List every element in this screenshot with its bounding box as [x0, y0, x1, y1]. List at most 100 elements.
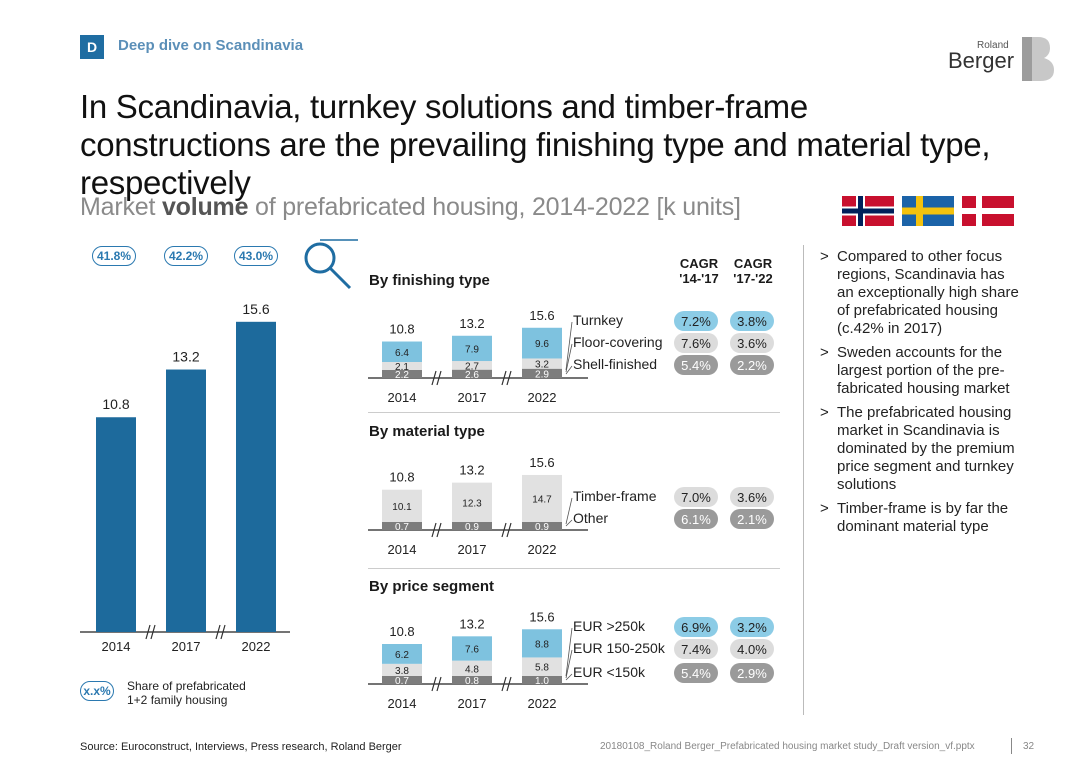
share-pill: 42.2%: [164, 246, 208, 266]
cagr-pill: [674, 617, 718, 637]
cagr-pill: [730, 355, 774, 375]
cagr-value: 2.9%: [737, 666, 767, 681]
cagr-pill: [730, 487, 774, 507]
section-label: Deep dive on Scandinavia: [118, 37, 304, 54]
leader-line: [565, 365, 573, 375]
stack-segment: [452, 335, 492, 362]
axis-break: [501, 676, 507, 692]
bar: [96, 417, 136, 632]
subtitle-prefix: Market: [80, 193, 162, 221]
stack-segment: [522, 358, 562, 369]
segment-label: 1.0: [535, 676, 549, 687]
segment-label: 10.1: [392, 502, 412, 513]
subtitle-suffix: of prefabricated housing, 2014-2022 [k u…: [248, 193, 741, 221]
panel-separator: [368, 412, 780, 413]
cagr-pill: [730, 617, 774, 637]
axis-break: [501, 522, 507, 538]
stack-segment: [382, 676, 422, 684]
cagr-header-line: CAGR: [679, 256, 719, 271]
total-label: 13.2: [459, 616, 484, 631]
total-label: 10.8: [389, 322, 414, 337]
key-findings-list: Compared to other focus regions, Scandin…: [820, 248, 1020, 542]
axis-break: [220, 624, 226, 640]
segment-label: 4.8: [465, 664, 479, 675]
cagr-pill: [730, 333, 774, 353]
cagr-value: 7.4%: [681, 642, 711, 657]
total-label: 15.6: [529, 308, 554, 323]
segment-label: 0.9: [535, 522, 549, 533]
bullet-item: Sweden accounts for the largest portion …: [820, 344, 1020, 398]
series-label: EUR >250k: [573, 618, 646, 634]
leader-line: [565, 321, 573, 371]
segment-label: 8.8: [535, 639, 549, 650]
scandinavian-flags-icon: [842, 196, 1014, 226]
segment-label: 7.6: [465, 644, 479, 655]
stack-segment: [452, 522, 492, 530]
cagr-value: 6.9%: [681, 620, 711, 635]
total-label: 13.2: [459, 463, 484, 478]
series-label: Floor-covering: [573, 334, 662, 350]
total-label: 10.8: [389, 470, 414, 485]
material-type-chart: 0.7 10.1 10.8 2014 0.9 12.3 13.2 2017 0.9 14.7 15.…: [368, 455, 774, 557]
total-label: 13.2: [459, 316, 484, 331]
tick-label: 2022: [242, 639, 271, 654]
series-label: EUR <150k: [573, 664, 646, 680]
cagr-pill: [674, 355, 718, 375]
total-label: 15.6: [529, 609, 554, 624]
stack-segment: [452, 636, 492, 661]
axis-break: [506, 676, 512, 692]
tick-label: 2014: [102, 639, 131, 654]
magnifier-icon: [304, 239, 358, 290]
segment-label: 0.7: [395, 676, 409, 687]
segment-label: 12.3: [462, 498, 482, 509]
segment-label: 14.7: [532, 494, 552, 505]
cagr-header-17-22: CAGR '17-'22: [729, 256, 777, 286]
panel-title-material: By material type: [369, 423, 485, 440]
axis-break: [215, 624, 221, 640]
segment-label: 3.2: [535, 360, 549, 371]
stack-segment: [382, 522, 422, 530]
axis-break: [431, 676, 437, 692]
panel-separator: [368, 568, 780, 569]
series-label: Shell-finished: [573, 356, 657, 372]
axis-break: [431, 370, 437, 386]
segment-label: 3.8: [395, 666, 409, 677]
logo-text-large: Berger: [948, 48, 1015, 73]
segment-label: 2.6: [465, 370, 479, 381]
stack-segment: [522, 368, 562, 378]
page-number: 32: [1023, 741, 1035, 752]
series-label: Turnkey: [573, 312, 623, 328]
stack-segment: [382, 341, 422, 362]
legend-line: Share of prefabricated: [127, 679, 246, 693]
leader-line: [565, 343, 573, 373]
tick-label: 2017: [458, 696, 487, 711]
panel-title-finishing: By finishing type: [369, 272, 490, 289]
stack-segment: [452, 482, 492, 522]
main-bar-chart: 10.8 2014 13.2 2017 15.6 2022: [80, 301, 290, 654]
bar: [236, 321, 276, 632]
data-label: 10.8: [102, 396, 129, 412]
segment-label: 5.8: [535, 663, 549, 674]
segment-label: 6.4: [395, 348, 409, 359]
subtitle-bold: volume: [161, 193, 249, 221]
cagr-value: 5.4%: [681, 358, 711, 373]
norway-flag-icon: [842, 196, 894, 226]
cagr-value: 2.2%: [737, 358, 767, 373]
bar: [166, 369, 206, 632]
stack-segment: [382, 370, 422, 378]
segment-label: 2.2: [395, 370, 409, 381]
axis-break: [501, 370, 507, 386]
cagr-value: 3.6%: [737, 336, 767, 351]
segment-label: 0.7: [395, 522, 409, 533]
cagr-value: 7.0%: [681, 490, 711, 505]
stack-segment: [452, 660, 492, 676]
bullet-item: Compared to other focus regions, Scandin…: [820, 248, 1020, 338]
stack-segment: [452, 676, 492, 684]
cagr-pill: [674, 311, 718, 331]
vertical-divider: [803, 245, 804, 715]
segment-label: 2.7: [465, 361, 479, 372]
leader-line: [565, 497, 573, 525]
data-label: 13.2: [172, 349, 199, 365]
axis-break: [436, 522, 442, 538]
footer-filename: 20180108_Roland Berger_Prefabricated hou…: [600, 741, 975, 752]
